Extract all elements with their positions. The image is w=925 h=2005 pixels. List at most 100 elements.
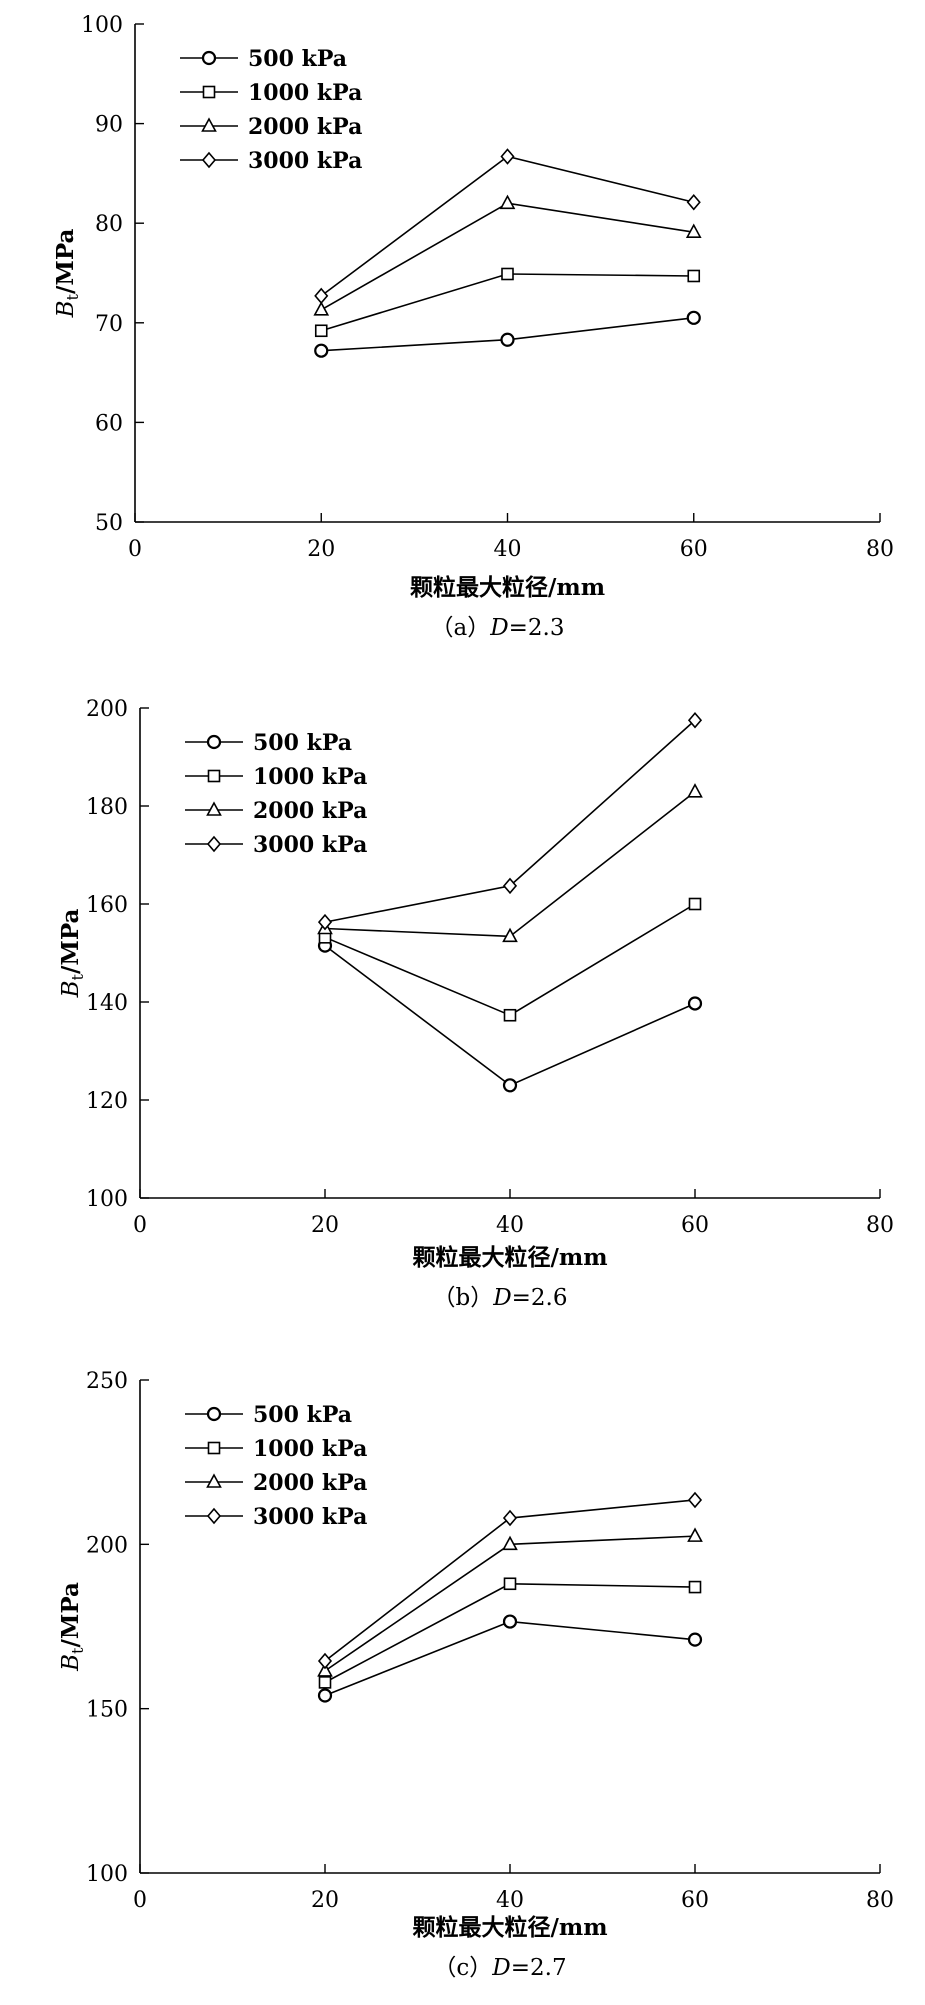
data-point xyxy=(500,148,515,165)
legend-marker xyxy=(201,117,217,132)
data-point xyxy=(317,1652,333,1670)
legend: 500 kPa 1000 kPa 2000 kPa 3000 kPa xyxy=(185,1402,367,1530)
data-point xyxy=(686,310,701,325)
chart-panel-3: 0 20 40 60 80 100 150 200 250 颗粒最大粒径/mm Bt/MPa （c）D… xyxy=(57,1369,894,1981)
data-point xyxy=(499,194,516,210)
series-diamond xyxy=(317,712,703,931)
data-point xyxy=(688,897,702,911)
legend-marker xyxy=(207,1441,221,1455)
x-tick-label: 60 xyxy=(681,1213,709,1238)
series-circle xyxy=(317,1614,703,1703)
x-tick-label: 80 xyxy=(866,537,894,562)
legend-entry: 500 kPa xyxy=(253,1402,352,1428)
x-tick-label: 0 xyxy=(128,537,142,562)
data-point xyxy=(317,1662,333,1677)
caption-value: =2.3 xyxy=(509,615,565,641)
y-tick-label: 200 xyxy=(86,1533,128,1558)
x-tick-label: 20 xyxy=(311,1213,339,1238)
series-line xyxy=(321,273,694,332)
data-point xyxy=(314,343,329,358)
legend-marker xyxy=(201,151,217,169)
legend-entry: 3000 kPa xyxy=(253,1504,367,1530)
y-label-sub: t xyxy=(63,293,82,300)
y-tick-label: 250 xyxy=(86,1369,128,1394)
legend-entry: 3000 kPa xyxy=(253,832,367,858)
data-point xyxy=(313,301,330,316)
data-point xyxy=(502,877,518,895)
caption-d: D xyxy=(492,1285,511,1311)
data-point xyxy=(502,927,518,943)
legend-marker xyxy=(206,1473,222,1488)
legend-entry: 2000 kPa xyxy=(248,114,362,140)
legend-entry: 1000 kPa xyxy=(248,80,362,106)
legend: 500 kPa 1000 kPa 2000 kPa 3000 kPa xyxy=(180,46,362,174)
data-point xyxy=(503,1008,517,1022)
x-axis-label: 颗粒最大粒径/mm xyxy=(412,1244,607,1271)
legend-marker xyxy=(206,734,222,750)
y-axis-label: Bt/MPa xyxy=(57,1582,87,1672)
series-line xyxy=(320,202,694,311)
legend-entry: 500 kPa xyxy=(248,46,347,72)
legend-marker xyxy=(201,50,217,66)
y-tick-label: 140 xyxy=(86,991,128,1016)
x-tick-label: 40 xyxy=(494,537,522,562)
caption-label: （b） xyxy=(432,1285,493,1311)
caption-value: =2.7 xyxy=(511,1955,567,1981)
series-square xyxy=(318,1577,702,1689)
data-point xyxy=(314,287,329,305)
data-point xyxy=(318,1676,332,1689)
x-axis-label: 颗粒最大粒径/mm xyxy=(412,1914,607,1941)
series-circle xyxy=(314,310,701,358)
data-point xyxy=(317,1688,333,1703)
legend-entry: 2000 kPa xyxy=(253,798,367,824)
caption-label: （c） xyxy=(433,1955,492,1981)
series-triangle xyxy=(313,194,702,316)
legend-entry: 1000 kPa xyxy=(253,1436,367,1462)
data-point xyxy=(502,1535,518,1551)
data-point xyxy=(686,194,701,211)
series-line xyxy=(324,903,696,1017)
y-label-unit: /MPa xyxy=(52,229,79,295)
y-label-main: B xyxy=(58,1654,84,1672)
series-line xyxy=(324,791,696,938)
x-tick-label: 40 xyxy=(496,1213,524,1238)
series-diamond xyxy=(317,1491,703,1670)
series-triangle xyxy=(317,783,703,943)
y-label-unit: /MPa xyxy=(57,909,84,975)
data-point xyxy=(503,1577,517,1591)
data-point xyxy=(687,1491,703,1509)
data-point xyxy=(687,1527,703,1542)
caption-value: =2.6 xyxy=(512,1285,568,1311)
y-label-main: B xyxy=(53,300,79,318)
legend: 500 kPa 1000 kPa 2000 kPa 3000 kPa xyxy=(185,730,367,858)
data-point xyxy=(687,1632,703,1647)
y-label-main: B xyxy=(58,980,84,998)
legend-marker xyxy=(206,1507,222,1525)
legend-entry: 1000 kPa xyxy=(253,764,367,790)
legend-entry: 3000 kPa xyxy=(248,148,362,174)
chart-panel-2: 0 20 40 60 80 100 120 140 160 180 200 颗粒最大粒径/mm Bt/M… xyxy=(57,697,894,1311)
x-tick-label: 40 xyxy=(496,1888,524,1913)
y-tick-label: 200 xyxy=(86,697,128,722)
x-tick-label: 20 xyxy=(311,1888,339,1913)
series-circle xyxy=(317,938,703,1093)
data-point xyxy=(687,712,703,729)
y-label-unit: /MPa xyxy=(57,1582,84,1648)
legend-marker xyxy=(206,1406,222,1422)
legend-marker xyxy=(206,835,222,853)
panel-caption: （c）D=2.7 xyxy=(433,1955,566,1981)
x-tick-label: 80 xyxy=(866,1888,894,1913)
series-diamond xyxy=(314,148,701,305)
legend-entry: 500 kPa xyxy=(253,730,352,756)
series-square xyxy=(314,267,701,338)
panel-caption: （b）D=2.6 xyxy=(432,1285,567,1311)
y-tick-label: 80 xyxy=(95,212,123,237)
legend-entry: 2000 kPa xyxy=(253,1470,367,1496)
legend-marker xyxy=(206,801,222,816)
data-point xyxy=(502,1614,518,1629)
y-axis-label: Bt/MPa xyxy=(52,229,82,319)
x-tick-label: 0 xyxy=(133,1213,147,1238)
data-point xyxy=(687,996,703,1011)
series-triangle xyxy=(317,1527,703,1677)
data-point xyxy=(500,332,515,347)
